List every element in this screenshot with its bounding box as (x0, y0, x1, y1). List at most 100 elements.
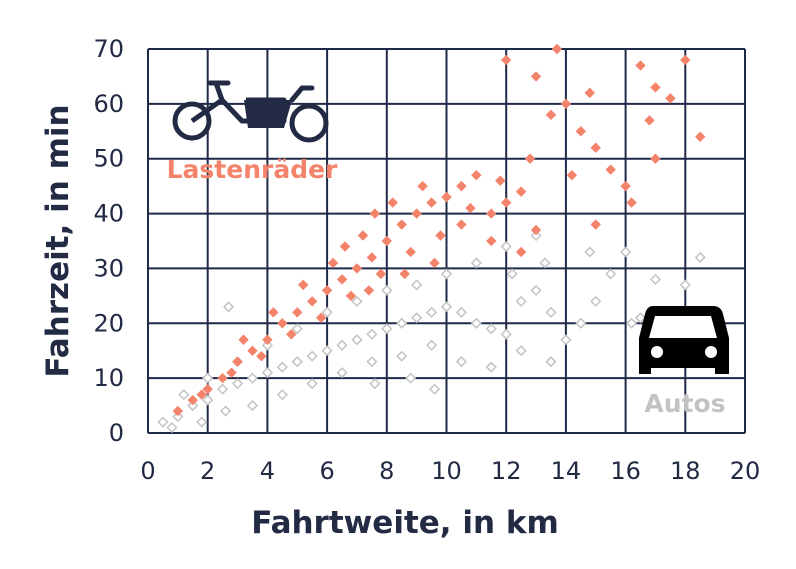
data-point (545, 306, 557, 318)
data-point (291, 356, 303, 368)
data-point (500, 197, 512, 208)
data-point (351, 263, 363, 274)
x-tick-label: 6 (319, 457, 334, 485)
data-point (298, 279, 309, 291)
data-point (605, 164, 616, 175)
data-point (396, 219, 407, 230)
data-point (276, 389, 288, 401)
data-point (584, 87, 595, 99)
x-axis-title: Fahrtweite, in km (251, 505, 559, 541)
data-point (620, 180, 631, 192)
data-point (500, 240, 512, 253)
data-point (486, 208, 497, 219)
data-point (441, 191, 452, 203)
series-lastenraeder (172, 43, 706, 417)
data-point (396, 317, 408, 329)
data-point (217, 383, 229, 395)
y-tick-label: 60 (93, 90, 124, 118)
data-point (292, 307, 303, 318)
data-point (202, 383, 213, 395)
data-point (217, 372, 228, 384)
data-point (261, 339, 273, 351)
car-icon (639, 306, 729, 374)
data-point (634, 312, 647, 324)
data-point (470, 317, 482, 329)
data-point (665, 93, 676, 104)
data-point (680, 54, 691, 66)
data-point (530, 284, 542, 296)
y-tick-label: 70 (93, 35, 124, 63)
y-tick-label: 40 (93, 200, 124, 228)
data-point (405, 246, 416, 258)
data-point (405, 372, 417, 384)
data-point (500, 328, 512, 340)
data-point (351, 295, 363, 307)
data-point (187, 400, 199, 412)
data-point (411, 279, 423, 291)
data-point (268, 307, 279, 318)
data-point (261, 367, 273, 379)
data-point (187, 394, 198, 406)
data-point (644, 115, 655, 126)
data-point (530, 224, 542, 236)
data-point (515, 186, 527, 197)
data-point (590, 219, 601, 230)
data-point (315, 312, 327, 324)
data-point (172, 410, 184, 423)
data-point (435, 230, 446, 241)
data-point (456, 180, 467, 192)
data-point (226, 367, 237, 378)
data-point (351, 334, 363, 346)
data-point (417, 180, 428, 192)
data-point (694, 251, 706, 264)
data-point (440, 301, 453, 313)
data-point (426, 197, 437, 208)
data-point (336, 367, 348, 379)
data-point (455, 356, 467, 368)
data-point (231, 378, 244, 390)
data-point (695, 131, 706, 142)
data-point (560, 334, 572, 346)
data-point (590, 295, 602, 307)
data-point (262, 334, 273, 345)
data-point (650, 82, 661, 93)
data-point (256, 350, 267, 362)
data-point (339, 241, 351, 252)
data-point (306, 296, 318, 307)
data-point (635, 60, 646, 71)
data-point (357, 230, 369, 241)
data-point (426, 339, 438, 351)
data-point (605, 268, 617, 280)
data-point (246, 372, 259, 384)
data-point (387, 197, 398, 208)
data-point (247, 345, 258, 356)
data-point (366, 252, 378, 263)
data-point (369, 378, 381, 390)
series-label-autos: Autos (644, 389, 725, 418)
x-tick-label: 12 (491, 457, 522, 485)
data-point (220, 405, 232, 417)
data-point (202, 394, 214, 406)
data-point (426, 306, 438, 318)
data-point (276, 361, 288, 373)
data-point (366, 356, 378, 368)
data-point (515, 295, 527, 307)
data-point (306, 350, 318, 362)
data-point (566, 169, 578, 181)
data-point (530, 71, 542, 82)
data-point (620, 246, 632, 258)
data-point (455, 306, 467, 318)
data-point (575, 317, 587, 329)
data-point (399, 268, 410, 280)
data-point (679, 279, 691, 291)
data-point (486, 235, 497, 247)
data-point (277, 318, 288, 329)
data-point (336, 339, 348, 351)
data-point (411, 312, 423, 324)
x-tick-label: 16 (610, 457, 641, 485)
y-tick-label: 0 (109, 419, 124, 447)
data-point (375, 268, 387, 280)
data-point (166, 421, 178, 434)
data-point (345, 290, 357, 302)
